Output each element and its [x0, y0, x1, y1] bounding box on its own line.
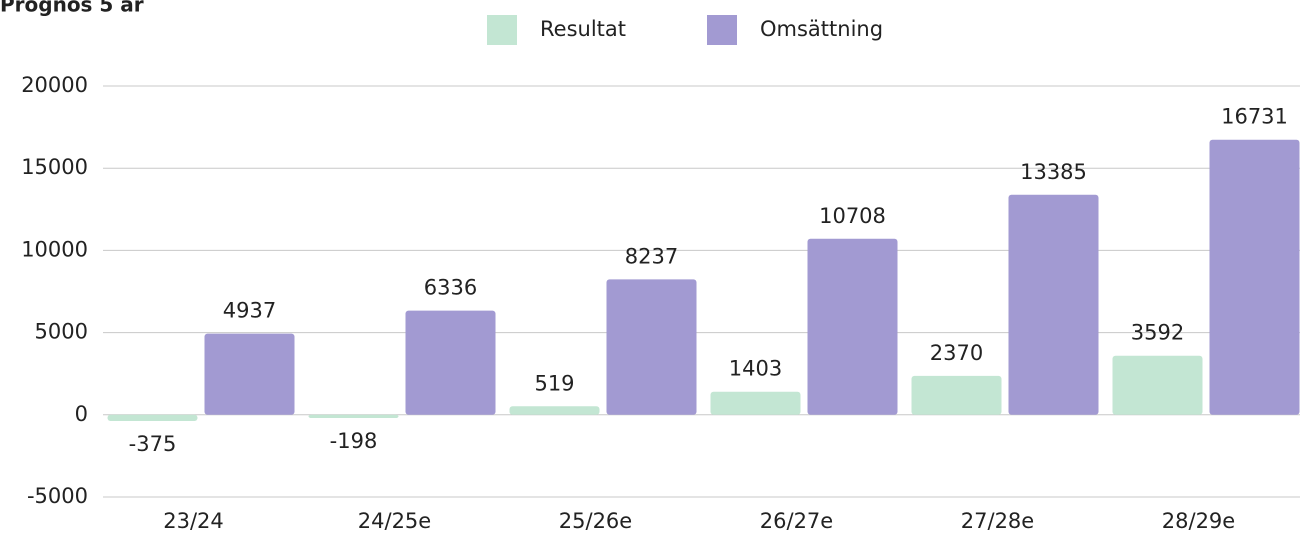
bar — [107, 414, 198, 421]
data-label: 8237 — [625, 244, 678, 268]
bar — [911, 375, 1002, 415]
bar — [1209, 139, 1300, 415]
bar — [308, 414, 399, 419]
y-tick-label: 5000 — [35, 320, 88, 344]
legend-label: Omsättning — [760, 17, 883, 41]
bar — [606, 279, 697, 415]
data-label: 13385 — [1020, 160, 1087, 184]
legend-label: Resultat — [540, 17, 626, 41]
data-label: 16731 — [1221, 105, 1288, 129]
legend-swatch — [707, 15, 737, 45]
legend-swatch — [487, 15, 517, 45]
x-tick-label: 27/28e — [961, 509, 1034, 533]
data-label: 10708 — [819, 204, 886, 228]
data-label: -375 — [129, 432, 177, 456]
x-tick-label: 24/25e — [358, 509, 431, 533]
chart-title: Prognos 5 år — [0, 0, 144, 17]
bar — [710, 391, 801, 415]
x-tick-label: 28/29e — [1162, 509, 1235, 533]
bar — [509, 406, 600, 415]
y-tick-label: 15000 — [21, 155, 88, 179]
bar — [204, 333, 295, 415]
x-tick-label: 23/24 — [163, 509, 224, 533]
data-label: 6336 — [424, 276, 477, 300]
data-label: 3592 — [1131, 321, 1184, 345]
y-tick-label: 10000 — [21, 237, 88, 261]
data-label: -198 — [330, 429, 378, 453]
bar — [1008, 194, 1099, 415]
bar — [1112, 355, 1203, 415]
x-tick-label: 25/26e — [559, 509, 632, 533]
data-label: 4937 — [223, 299, 276, 323]
data-label: 2370 — [930, 341, 983, 365]
y-tick-label: -5000 — [27, 484, 88, 508]
bar — [807, 238, 898, 415]
y-tick-label: 20000 — [21, 73, 88, 97]
data-label: 1403 — [729, 357, 782, 381]
x-tick-label: 26/27e — [760, 509, 833, 533]
data-label: 519 — [534, 371, 574, 395]
y-tick-label: 0 — [75, 402, 88, 426]
bar — [405, 310, 496, 415]
